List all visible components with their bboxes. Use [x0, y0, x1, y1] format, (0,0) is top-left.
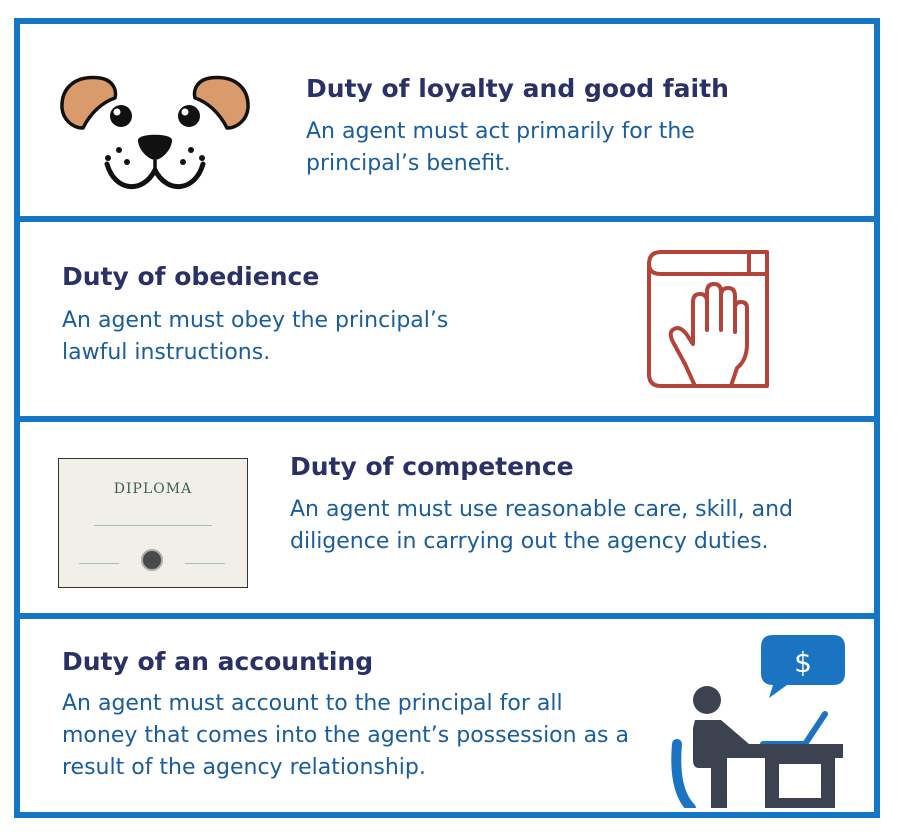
diploma-signature-line: [79, 563, 119, 564]
duty-description: An agent must account to the principal f…: [62, 691, 629, 780]
dog-face-icon: [60, 75, 250, 189]
person-at-desk-icon: $: [671, 635, 845, 808]
diploma-line: [94, 525, 212, 526]
duty-title: Duty of competence: [290, 452, 574, 481]
duty-description: An agent must act primarily for the prin…: [306, 119, 695, 176]
dollar-sign: $: [794, 646, 812, 679]
speech-bubble: [761, 635, 845, 698]
diploma-heading: DIPLOMA: [113, 481, 193, 497]
duty-description: An agent must obey the principal’s lawfu…: [62, 308, 449, 365]
hand-on-book-icon: [647, 250, 769, 388]
duty-description: An agent must use reasonable care, skill…: [290, 497, 794, 554]
diploma-seal: [141, 549, 163, 571]
section-divider: [14, 613, 880, 619]
section-divider: [14, 216, 880, 222]
diploma-signature-line: [185, 563, 225, 564]
diploma-image: DIPLOMA: [58, 458, 248, 588]
section-divider: [14, 416, 880, 422]
duty-title: Duty of an accounting: [62, 647, 374, 676]
duty-title: Duty of obedience: [62, 262, 320, 291]
duty-title: Duty of loyalty and good faith: [306, 74, 729, 103]
